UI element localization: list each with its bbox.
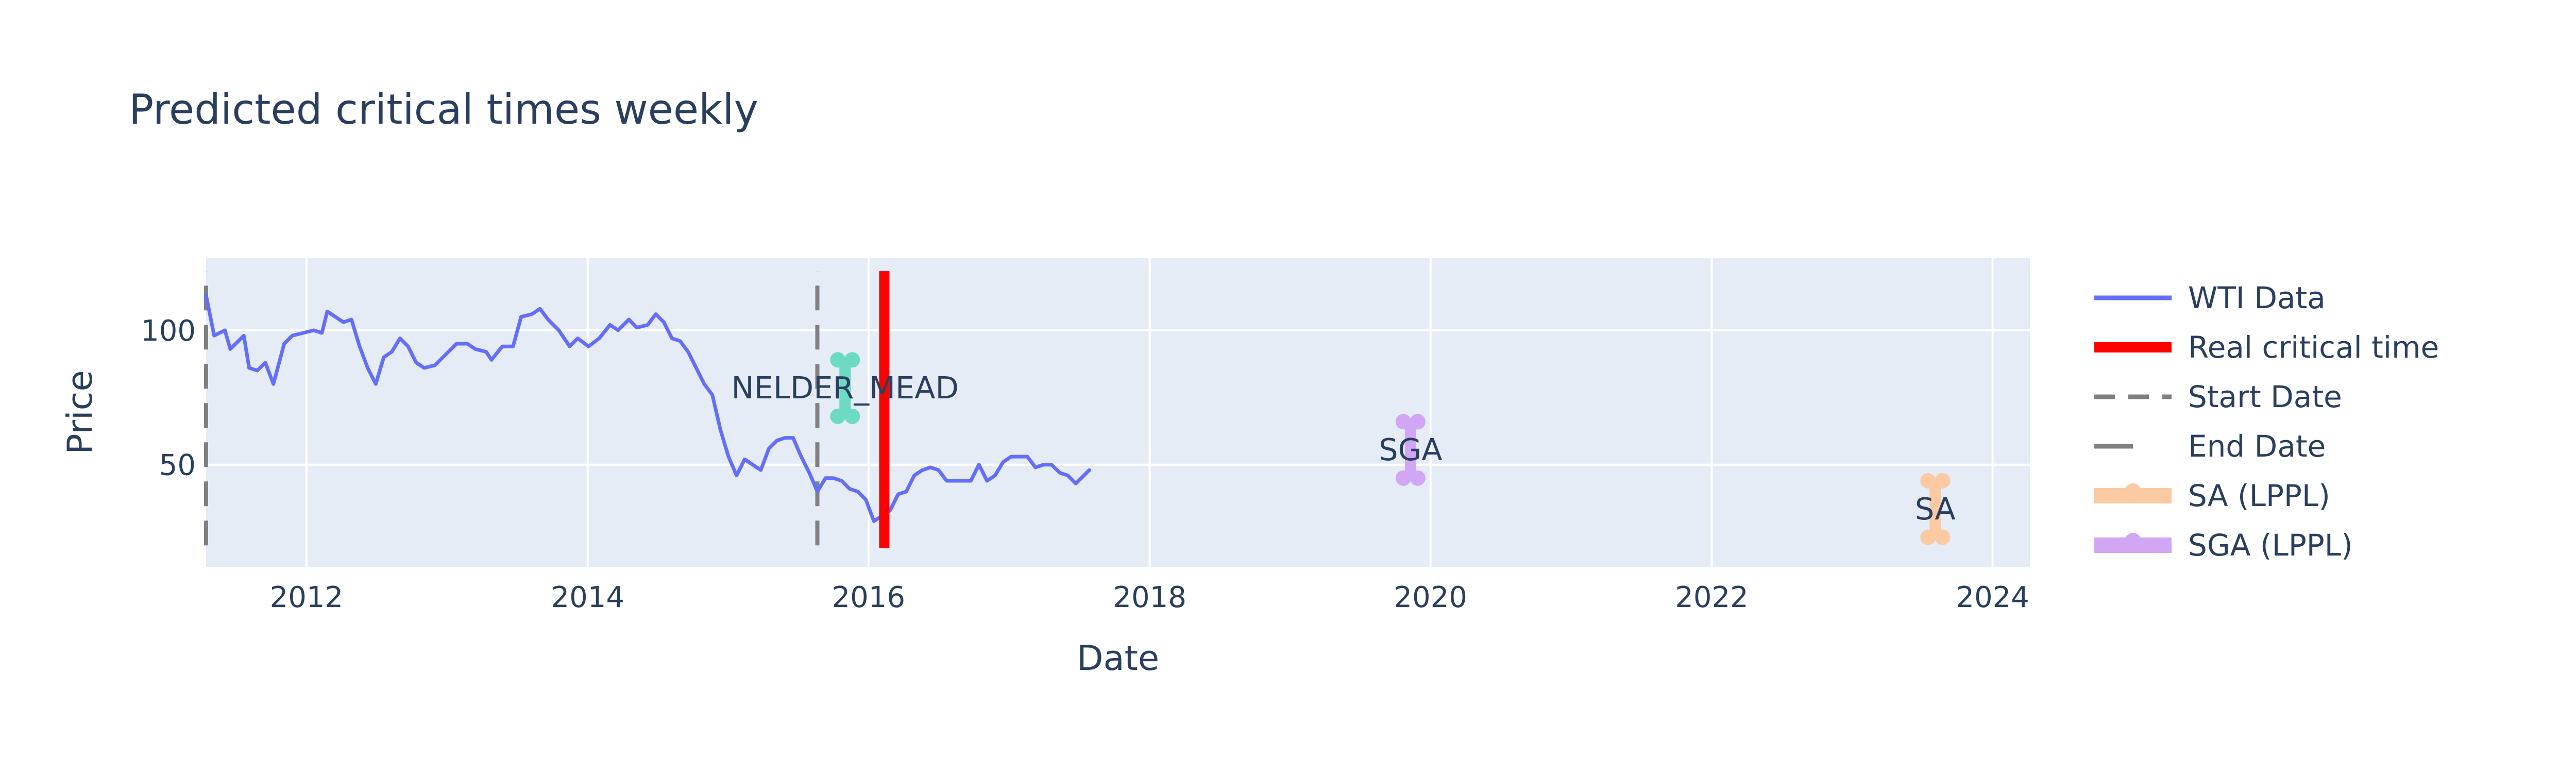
- nelder-mead-range-marker: [844, 352, 860, 368]
- x-tick-label: 2022: [1675, 581, 1749, 614]
- x-tick-label: 2016: [832, 581, 906, 614]
- sa-range-marker: [1935, 529, 1951, 545]
- y-axis-ticks: 50 100: [141, 314, 196, 482]
- legend-swatch-marker-sa-lppl: [2125, 483, 2141, 500]
- legend-swatch-marker-sga-lppl: [2125, 533, 2141, 549]
- legend[interactable]: WTI Data Real critical time Start Date End …: [2094, 280, 2439, 563]
- grid-lines: [206, 258, 2030, 567]
- legend-label-sga-lppl: SGA (LPPL): [2188, 528, 2353, 563]
- legend-label-wti-data: WTI Data: [2188, 280, 2326, 315]
- y-tick-label: 100: [141, 314, 196, 348]
- sga-range-marker: [1410, 470, 1426, 486]
- sga-range-marker: [1410, 414, 1426, 430]
- y-tick-label: 50: [159, 449, 196, 482]
- legend-label-sa-lppl: SA (LPPL): [2188, 478, 2330, 513]
- x-tick-label: 2020: [1394, 581, 1467, 614]
- sga-range-label: SGA: [1379, 432, 1443, 467]
- x-tick-label: 2018: [1113, 581, 1187, 614]
- sa-range-label: SA: [1915, 491, 1956, 527]
- sga-range-marker: [1395, 414, 1411, 430]
- sa-range-marker: [1935, 473, 1951, 489]
- legend-label-real-critical-time: Real critical time: [2188, 330, 2439, 365]
- x-tick-label: 2012: [270, 581, 344, 614]
- x-tick-label: 2014: [551, 581, 624, 614]
- plot-area: [206, 258, 2030, 567]
- traces: NELDER_MEAD SGA SA: [204, 271, 1956, 548]
- nelder-mead-range-marker: [830, 408, 846, 424]
- x-tick-label: 2024: [1956, 581, 2029, 614]
- sa-range-marker: [1920, 473, 1936, 489]
- wti-data-line: [204, 293, 1091, 523]
- nelder-mead-range-marker: [830, 352, 846, 368]
- sa-range-marker: [1920, 529, 1936, 545]
- legend-label-end-date: End Date: [2188, 429, 2326, 464]
- x-axis-title: Date: [1077, 638, 1159, 678]
- sga-range-marker: [1395, 470, 1411, 486]
- x-axis-ticks: 2012 2014 2016 2018 2020 2022 2024: [270, 581, 2029, 614]
- chart-title: Predicted critical times weekly: [129, 86, 758, 133]
- y-axis-title: Price: [60, 370, 100, 454]
- nelder-mead-range-marker: [844, 408, 860, 424]
- nelder-mead-range-label: NELDER_MEAD: [731, 370, 958, 406]
- legend-label-start-date: Start Date: [2188, 379, 2342, 414]
